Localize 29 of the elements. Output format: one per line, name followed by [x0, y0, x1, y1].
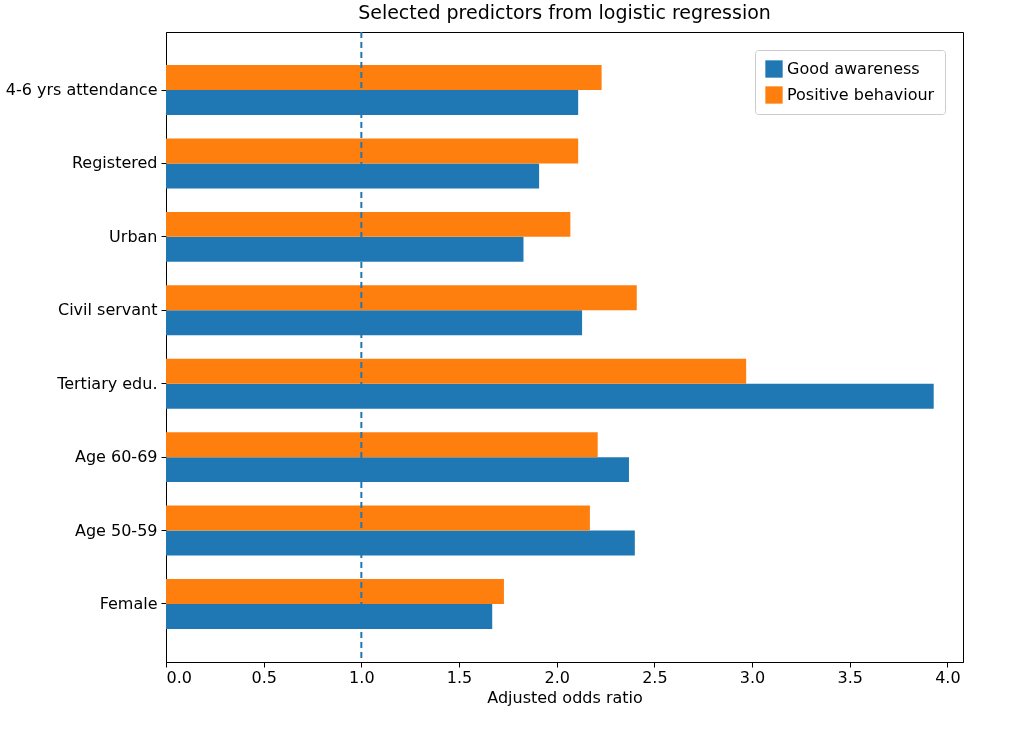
bar: [166, 432, 598, 458]
y-tick-label: Female: [99, 593, 158, 613]
bar: [166, 505, 590, 531]
bar: [166, 358, 747, 384]
y-tick-label: Urban: [109, 226, 158, 246]
bar: [166, 211, 571, 237]
x-tick-label: 0.0: [166, 667, 192, 687]
y-tick-label: Registered: [71, 153, 158, 173]
x-tick-label: 4.0: [935, 667, 961, 687]
y-tick-label: 4-6 yrs attendance: [5, 80, 158, 100]
chart-title: Selected predictors from logistic regression: [358, 1, 771, 23]
y-tick-label: Tertiary edu.: [56, 373, 158, 393]
x-tick-label: 2.5: [642, 667, 668, 687]
x-axis-title: Adjusted odds ratio: [487, 687, 643, 707]
bar: [166, 138, 579, 164]
y-tick-label: Civil servant: [57, 300, 158, 320]
x-tick-label: 0.5: [251, 667, 277, 687]
bar: [166, 65, 602, 91]
x-tick-label: 3.0: [739, 667, 766, 687]
x-tick-label: 1.0: [349, 667, 375, 687]
y-tick-label: Age 50-59: [74, 520, 158, 540]
legend-label: Positive behaviour: [787, 85, 935, 104]
legend-label: Good awareness: [787, 59, 920, 78]
x-tick-label: 2.0: [544, 667, 570, 687]
x-tick-label: 1.5: [446, 667, 473, 687]
y-tick-label: Age 60-69: [74, 447, 158, 467]
bar: [166, 579, 504, 604]
bar: [166, 285, 637, 311]
x-tick-label: 3.5: [837, 667, 863, 687]
